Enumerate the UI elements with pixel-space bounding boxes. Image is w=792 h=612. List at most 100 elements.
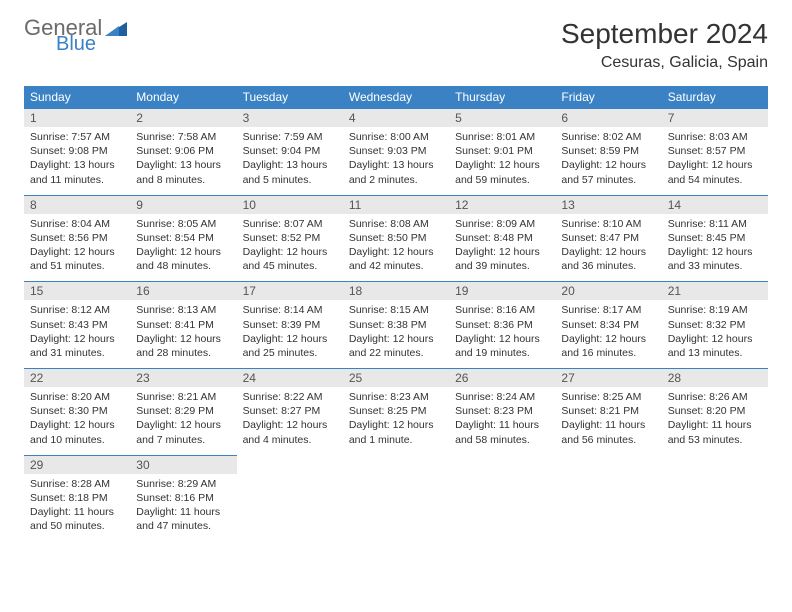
- day-cell: [343, 455, 449, 541]
- sunset-text: Sunset: 9:08 PM: [30, 144, 124, 158]
- day-number: 20: [555, 282, 661, 300]
- sunrise-text: Sunrise: 7:59 AM: [243, 130, 337, 144]
- daylight-text: Daylight: 12 hours and 31 minutes.: [30, 332, 124, 360]
- day-details: Sunrise: 8:20 AMSunset: 8:30 PMDaylight:…: [24, 387, 130, 455]
- sunset-text: Sunset: 8:50 PM: [349, 231, 443, 245]
- day-number: 10: [237, 196, 343, 214]
- sunrise-text: Sunrise: 8:21 AM: [136, 390, 230, 404]
- day-details: Sunrise: 7:58 AMSunset: 9:06 PMDaylight:…: [130, 127, 236, 195]
- day-number: 28: [662, 369, 768, 387]
- sunset-text: Sunset: 8:29 PM: [136, 404, 230, 418]
- sunrise-text: Sunrise: 8:10 AM: [561, 217, 655, 231]
- sunset-text: Sunset: 8:18 PM: [30, 491, 124, 505]
- sunset-text: Sunset: 9:06 PM: [136, 144, 230, 158]
- day-cell: 15Sunrise: 8:12 AMSunset: 8:43 PMDayligh…: [24, 282, 130, 369]
- sunrise-text: Sunrise: 8:19 AM: [668, 303, 762, 317]
- sunset-text: Sunset: 9:03 PM: [349, 144, 443, 158]
- daylight-text: Daylight: 12 hours and 57 minutes.: [561, 158, 655, 186]
- day-header-saturday: Saturday: [662, 86, 768, 109]
- day-number: 25: [343, 369, 449, 387]
- daylight-text: Daylight: 11 hours and 47 minutes.: [136, 505, 230, 533]
- day-cell: 6Sunrise: 8:02 AMSunset: 8:59 PMDaylight…: [555, 109, 661, 196]
- week-row: 29Sunrise: 8:28 AMSunset: 8:18 PMDayligh…: [24, 455, 768, 541]
- day-cell: 5Sunrise: 8:01 AMSunset: 9:01 PMDaylight…: [449, 109, 555, 196]
- day-cell: 17Sunrise: 8:14 AMSunset: 8:39 PMDayligh…: [237, 282, 343, 369]
- day-cell: 4Sunrise: 8:00 AMSunset: 9:03 PMDaylight…: [343, 109, 449, 196]
- day-number: 9: [130, 196, 236, 214]
- day-number: 5: [449, 109, 555, 127]
- day-number: 6: [555, 109, 661, 127]
- day-number: 8: [24, 196, 130, 214]
- day-cell: 22Sunrise: 8:20 AMSunset: 8:30 PMDayligh…: [24, 369, 130, 456]
- day-details: Sunrise: 8:24 AMSunset: 8:23 PMDaylight:…: [449, 387, 555, 455]
- sunset-text: Sunset: 8:27 PM: [243, 404, 337, 418]
- sunrise-text: Sunrise: 8:04 AM: [30, 217, 124, 231]
- sunset-text: Sunset: 8:59 PM: [561, 144, 655, 158]
- day-number: 15: [24, 282, 130, 300]
- sunset-text: Sunset: 8:30 PM: [30, 404, 124, 418]
- day-cell: 3Sunrise: 7:59 AMSunset: 9:04 PMDaylight…: [237, 109, 343, 196]
- sunrise-text: Sunrise: 8:05 AM: [136, 217, 230, 231]
- sunset-text: Sunset: 8:57 PM: [668, 144, 762, 158]
- day-details: Sunrise: 8:05 AMSunset: 8:54 PMDaylight:…: [130, 214, 236, 282]
- sunset-text: Sunset: 8:34 PM: [561, 318, 655, 332]
- header: General Blue September 2024 Cesuras, Gal…: [24, 18, 768, 72]
- day-number: 19: [449, 282, 555, 300]
- sunset-text: Sunset: 8:43 PM: [30, 318, 124, 332]
- sunset-text: Sunset: 9:04 PM: [243, 144, 337, 158]
- sunset-text: Sunset: 8:23 PM: [455, 404, 549, 418]
- logo-text: General Blue: [24, 18, 102, 54]
- day-header-friday: Friday: [555, 86, 661, 109]
- daylight-text: Daylight: 12 hours and 45 minutes.: [243, 245, 337, 273]
- sunset-text: Sunset: 8:16 PM: [136, 491, 230, 505]
- sunrise-text: Sunrise: 8:24 AM: [455, 390, 549, 404]
- day-details: Sunrise: 8:26 AMSunset: 8:20 PMDaylight:…: [662, 387, 768, 455]
- day-details: Sunrise: 7:59 AMSunset: 9:04 PMDaylight:…: [237, 127, 343, 195]
- sunrise-text: Sunrise: 7:57 AM: [30, 130, 124, 144]
- day-cell: [662, 455, 768, 541]
- day-cell: 11Sunrise: 8:08 AMSunset: 8:50 PMDayligh…: [343, 195, 449, 282]
- day-details: Sunrise: 8:08 AMSunset: 8:50 PMDaylight:…: [343, 214, 449, 282]
- day-number: 30: [130, 456, 236, 474]
- day-number: 13: [555, 196, 661, 214]
- day-cell: 8Sunrise: 8:04 AMSunset: 8:56 PMDaylight…: [24, 195, 130, 282]
- sunrise-text: Sunrise: 8:07 AM: [243, 217, 337, 231]
- calendar-body: 1Sunrise: 7:57 AMSunset: 9:08 PMDaylight…: [24, 109, 768, 542]
- day-number: 12: [449, 196, 555, 214]
- daylight-text: Daylight: 11 hours and 58 minutes.: [455, 418, 549, 446]
- week-row: 22Sunrise: 8:20 AMSunset: 8:30 PMDayligh…: [24, 369, 768, 456]
- day-details: Sunrise: 8:00 AMSunset: 9:03 PMDaylight:…: [343, 127, 449, 195]
- day-cell: 26Sunrise: 8:24 AMSunset: 8:23 PMDayligh…: [449, 369, 555, 456]
- day-number: 26: [449, 369, 555, 387]
- sunset-text: Sunset: 8:41 PM: [136, 318, 230, 332]
- day-details: Sunrise: 8:03 AMSunset: 8:57 PMDaylight:…: [662, 127, 768, 195]
- daylight-text: Daylight: 12 hours and 7 minutes.: [136, 418, 230, 446]
- day-number: 23: [130, 369, 236, 387]
- day-cell: 25Sunrise: 8:23 AMSunset: 8:25 PMDayligh…: [343, 369, 449, 456]
- day-cell: 12Sunrise: 8:09 AMSunset: 8:48 PMDayligh…: [449, 195, 555, 282]
- day-number: 27: [555, 369, 661, 387]
- sunrise-text: Sunrise: 8:23 AM: [349, 390, 443, 404]
- day-number: 3: [237, 109, 343, 127]
- day-cell: [449, 455, 555, 541]
- day-details: Sunrise: 8:19 AMSunset: 8:32 PMDaylight:…: [662, 300, 768, 368]
- logo-triangle-icon: [105, 20, 129, 45]
- day-details: Sunrise: 8:23 AMSunset: 8:25 PMDaylight:…: [343, 387, 449, 455]
- daylight-text: Daylight: 13 hours and 11 minutes.: [30, 158, 124, 186]
- day-cell: 14Sunrise: 8:11 AMSunset: 8:45 PMDayligh…: [662, 195, 768, 282]
- sunrise-text: Sunrise: 8:16 AM: [455, 303, 549, 317]
- daylight-text: Daylight: 11 hours and 53 minutes.: [668, 418, 762, 446]
- sunrise-text: Sunrise: 8:29 AM: [136, 477, 230, 491]
- day-header-tuesday: Tuesday: [237, 86, 343, 109]
- day-number: 24: [237, 369, 343, 387]
- day-number: 16: [130, 282, 236, 300]
- day-header-monday: Monday: [130, 86, 236, 109]
- daylight-text: Daylight: 12 hours and 19 minutes.: [455, 332, 549, 360]
- day-cell: 7Sunrise: 8:03 AMSunset: 8:57 PMDaylight…: [662, 109, 768, 196]
- day-details: Sunrise: 8:13 AMSunset: 8:41 PMDaylight:…: [130, 300, 236, 368]
- sunrise-text: Sunrise: 8:03 AM: [668, 130, 762, 144]
- sunrise-text: Sunrise: 8:22 AM: [243, 390, 337, 404]
- day-details: Sunrise: 8:10 AMSunset: 8:47 PMDaylight:…: [555, 214, 661, 282]
- daylight-text: Daylight: 12 hours and 51 minutes.: [30, 245, 124, 273]
- daylight-text: Daylight: 12 hours and 16 minutes.: [561, 332, 655, 360]
